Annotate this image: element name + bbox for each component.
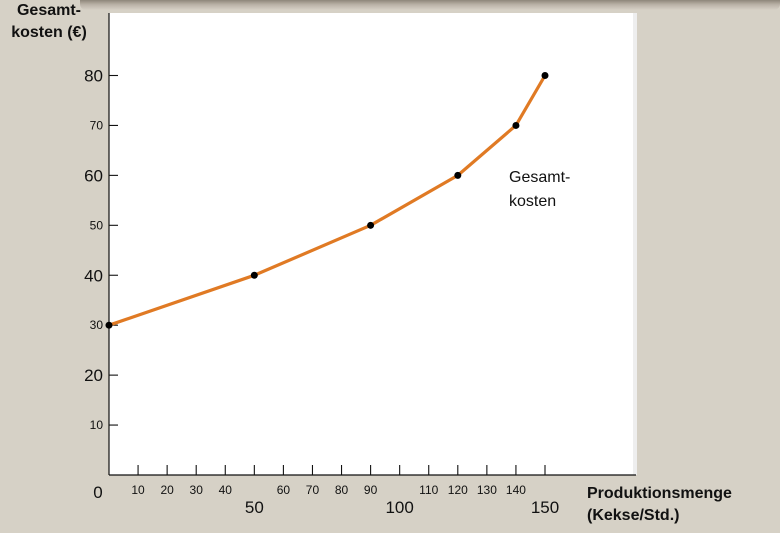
y-axis-title-line: kosten (€) xyxy=(11,24,87,41)
y-tick-label: 40 xyxy=(84,266,103,285)
data-point xyxy=(250,271,258,279)
data-point xyxy=(454,171,462,179)
origin-label: 0 xyxy=(93,483,102,502)
x-tick-label: 20 xyxy=(160,483,174,497)
data-point xyxy=(367,221,375,229)
x-tick-label: 100 xyxy=(385,498,413,517)
x-tick-label: 130 xyxy=(477,483,497,497)
y-tick-label: 80 xyxy=(84,67,103,86)
plot-background xyxy=(109,13,637,475)
y-tick-label: 20 xyxy=(84,366,103,385)
axis-layer xyxy=(108,13,636,476)
y-axis-title: Gesamt-kosten (€) xyxy=(11,2,87,41)
x-axis-title-line: (Kekse/Std.) xyxy=(587,507,679,524)
x-tick-label: 90 xyxy=(364,483,378,497)
y-tick-label: 70 xyxy=(90,118,104,132)
x-tick-label: 80 xyxy=(335,483,349,497)
data-point xyxy=(105,321,113,329)
series-layer xyxy=(105,72,549,329)
y-tick-label: 60 xyxy=(84,166,103,185)
x-tick-label: 50 xyxy=(245,498,264,517)
data-point xyxy=(541,72,549,79)
series-line xyxy=(107,73,547,327)
y-axis-title-line: Gesamt- xyxy=(17,2,81,19)
series-label: Gesamt-kosten xyxy=(509,169,570,210)
x-tick-label: 150 xyxy=(531,498,559,517)
series-label-line: Gesamt- xyxy=(509,169,570,186)
x-tick-label: 120 xyxy=(448,483,468,497)
data-point xyxy=(512,121,520,129)
x-tick-label: 70 xyxy=(306,483,320,497)
x-tick-label: 140 xyxy=(506,483,526,497)
x-axis-title-line: Produktionsmenge xyxy=(587,485,732,502)
series-label-line: kosten xyxy=(509,193,556,210)
x-axis-title: Produktionsmenge (Kekse/Std.) xyxy=(587,485,732,524)
top-shadow xyxy=(80,0,780,10)
x-tick-label: 60 xyxy=(277,483,291,497)
y-tick-label: 10 xyxy=(90,418,104,432)
y-tick-label: 50 xyxy=(90,218,104,232)
y-tick-label: 30 xyxy=(90,318,104,332)
x-tick-label: 110 xyxy=(419,483,438,497)
x-tick-label: 10 xyxy=(131,483,145,497)
x-tick-label: 30 xyxy=(190,483,204,497)
x-tick-label: 40 xyxy=(219,483,233,497)
label-layer: 10 20 30 40 50 60 70 80 10 20 30 40 50 60 70 80 90 100 110… xyxy=(11,2,732,524)
